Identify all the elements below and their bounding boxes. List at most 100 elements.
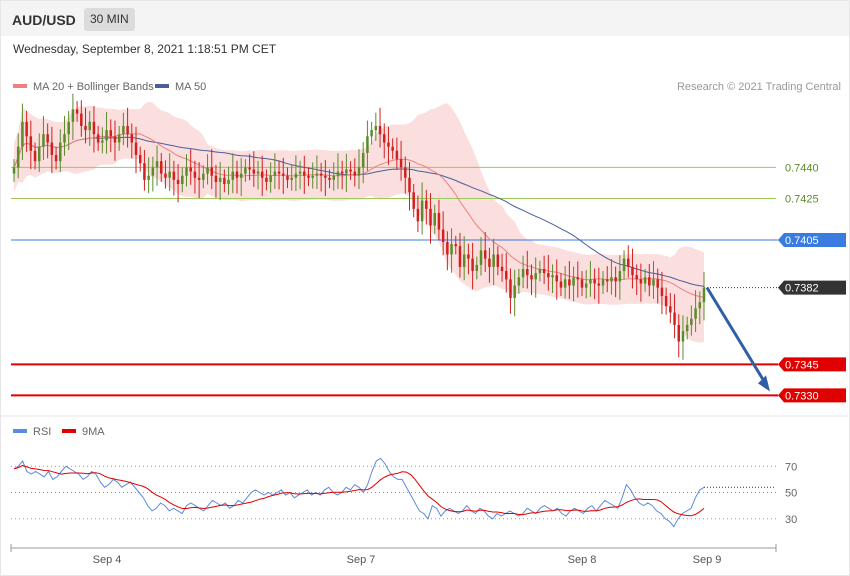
rsi-level-label-50: 50 [785,488,797,500]
candle-body [378,125,382,135]
candle-body [610,277,613,282]
candle-body [479,250,483,265]
candle-body [441,229,445,243]
candle-body [475,264,479,272]
candle-body [517,277,521,286]
candle-body [370,130,373,137]
candle-body [622,258,626,272]
candle-body [101,140,104,143]
candle-body [547,273,550,278]
level-label-0.7405: 0.7405 [785,235,819,247]
candle-body [315,173,319,176]
candle-body [425,200,428,209]
ma50-legend-label: MA 50 [175,81,206,93]
level-label-0.7330: 0.7330 [785,390,819,402]
candle-body [311,175,314,178]
candle-body [399,159,403,168]
candle-body [467,254,470,259]
candle-body [534,273,537,280]
candle-body [500,266,504,272]
candle-body [193,171,197,178]
candle-body [88,121,91,131]
candle-body [71,109,75,122]
candle-body [265,177,268,182]
candle-body [563,279,567,288]
candle-body [273,171,277,176]
candle-body [551,275,554,278]
candle-body [67,121,70,135]
candle-body [656,279,659,288]
candle-body [197,177,201,180]
candle-body [404,167,407,178]
candle-body [698,302,702,309]
ma20-legend-swatch [13,84,27,88]
candle-body [21,121,24,147]
candle-body [643,277,647,284]
candle-body [618,271,622,282]
candle-body [568,279,571,286]
candle-body [252,169,256,174]
candle-body [627,258,630,267]
candle-body [155,161,159,168]
candle-body [25,121,28,137]
candle-body [408,177,411,193]
candle-body [185,167,188,176]
candle-body [673,312,676,325]
level-tag-0.7345 [778,357,846,372]
candle-body [54,154,58,162]
last-price-label: 0.7382 [785,283,819,295]
candle-body [294,173,298,178]
candle-body [648,277,651,286]
candle-body [420,200,424,222]
candle-body [458,246,462,267]
candle-body [168,171,171,178]
candle-body [677,324,681,342]
candle-body [290,177,293,180]
x-tick-label: Sep 4 [93,554,122,566]
candle-body [345,169,348,174]
candle-body [46,134,49,143]
symbol-title: AUD/USD [12,12,76,28]
candle-body [483,250,487,259]
candle-body [353,171,357,176]
candle-body [307,175,310,178]
candle-body [109,130,113,137]
candle-body [530,275,533,280]
candle-body [702,287,706,303]
candle-body [210,167,213,176]
candle-body [416,208,420,222]
candle-body [181,175,184,184]
rsi-ma-line [13,464,705,517]
candle-body [143,163,146,180]
candle-body [29,136,33,151]
candle-body [559,281,563,288]
candle-body [117,134,121,143]
candle-body [96,134,100,143]
candle-body [660,287,664,296]
candle-body [151,167,155,176]
candle-body [176,179,180,184]
candle-body [63,134,66,143]
candle-body [361,152,365,168]
forecast-arrow-head [758,375,770,392]
candle-body [526,268,529,276]
candle-body [122,125,125,135]
candle-body [105,130,108,141]
candle-body [227,179,230,184]
candle-body [244,167,247,174]
candle-body [488,258,491,267]
candle-body [172,171,176,180]
candle-body [601,279,605,286]
candle-body [328,177,331,180]
candle-body [391,146,394,151]
candle-body [37,146,41,162]
timestamp: Wednesday, September 8, 2021 1:18:51 PM … [13,42,277,56]
candle-body [382,134,386,143]
rsi-level-label-70: 70 [785,461,797,473]
candle-body [572,277,575,286]
candle-body [223,177,226,184]
candle-body [80,113,83,126]
rsi-legend-swatch [13,429,27,433]
candle-body [690,318,693,325]
timeframe-button[interactable]: 30 MIN [84,8,135,31]
